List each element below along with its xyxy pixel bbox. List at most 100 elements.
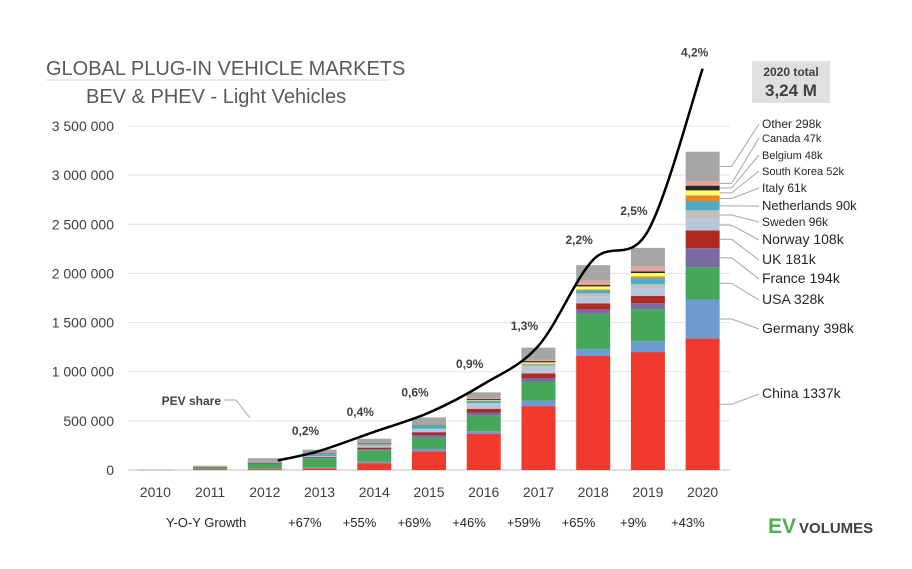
legend-entry: Belgium 48k bbox=[762, 150, 823, 162]
bar-segment-south-korea bbox=[576, 286, 611, 290]
bar-segment-south-korea bbox=[630, 273, 665, 277]
bar-segment-china bbox=[630, 352, 665, 470]
bar-segment-china bbox=[357, 463, 392, 470]
bar-segment-canada bbox=[630, 266, 665, 272]
x-tick-label: 2019 bbox=[632, 484, 663, 500]
bar-segment-netherlands bbox=[630, 278, 665, 285]
x-tick-label: 2012 bbox=[249, 484, 280, 500]
pev-share-curve bbox=[277, 68, 704, 462]
bar-segment-other bbox=[247, 458, 282, 462]
bar-segment-usa bbox=[630, 309, 665, 342]
bar-segment-netherlands bbox=[412, 424, 446, 429]
bar-segment-other bbox=[576, 265, 611, 281]
bar-segment-germany bbox=[576, 349, 611, 356]
bar-segment-other bbox=[412, 417, 446, 424]
legend-entry: China 1337k bbox=[762, 385, 842, 401]
growth-value: +67% bbox=[288, 515, 322, 530]
bar-segment-italy bbox=[685, 195, 720, 202]
bar-segment-china bbox=[685, 338, 720, 470]
bar-segment-china bbox=[247, 469, 282, 470]
y-tick-label: 2 000 000 bbox=[52, 265, 114, 281]
legend-entry: South Korea 52k bbox=[762, 166, 844, 178]
pev-share-value: 0,6% bbox=[401, 386, 429, 400]
bar-segment-germany bbox=[412, 448, 446, 452]
bar-segment-netherlands bbox=[685, 201, 720, 211]
bar-segment-usa bbox=[412, 437, 446, 449]
bar-segment-uk bbox=[466, 408, 501, 413]
legend-entry: France 194k bbox=[762, 270, 841, 286]
legend-leader bbox=[719, 170, 760, 194]
legend-leader bbox=[719, 393, 760, 405]
bar-segment-usa bbox=[193, 467, 228, 469]
bar-segment-south-korea bbox=[466, 399, 501, 401]
legend-leader bbox=[719, 154, 760, 189]
bar-segment-italy bbox=[576, 289, 611, 291]
bar-segment-usa bbox=[466, 415, 501, 432]
x-tick-label: 2014 bbox=[359, 484, 390, 500]
bar-segment-germany bbox=[193, 468, 228, 470]
bar-segment-belgium bbox=[576, 285, 611, 287]
growth-value: +43% bbox=[671, 515, 705, 530]
legend-entry: Italy 61k bbox=[762, 181, 808, 195]
legend-leader bbox=[719, 318, 760, 330]
chart-title: GLOBAL PLUG-IN VEHICLE MARKETS bbox=[46, 58, 405, 80]
legend-entry: Norway 108k bbox=[762, 231, 845, 247]
bar-segment-china bbox=[412, 451, 446, 470]
bar-segment-netherlands bbox=[302, 453, 337, 457]
bar-segment-france bbox=[630, 303, 665, 310]
brand-logo: EV VOLUMES bbox=[768, 515, 873, 539]
stacked-bars bbox=[138, 151, 720, 471]
bar-segment-norway bbox=[521, 367, 556, 374]
bar-segment-uk bbox=[302, 456, 337, 458]
pev-share-value: 0,2% bbox=[292, 424, 320, 438]
legend-entry: Sweden 96k bbox=[762, 215, 829, 229]
legend-entry: Canada 47k bbox=[762, 133, 822, 145]
y-axis-ticks: 0 500 000 1 000 000 1 500 000 2 000 000 2 500… bbox=[52, 118, 115, 478]
brand-volumes: VOLUMES bbox=[799, 520, 874, 537]
bar-segment-south-korea bbox=[521, 362, 556, 364]
bar-segment-uk bbox=[576, 303, 611, 310]
bar-segment-germany bbox=[466, 431, 501, 434]
bar-segment-netherlands bbox=[576, 290, 611, 294]
y-tick-label: 1 500 000 bbox=[52, 315, 114, 331]
legend-entry: UK 181k bbox=[762, 251, 817, 267]
bar-segment-china bbox=[302, 468, 337, 470]
bar-segment-usa bbox=[685, 267, 720, 300]
bar-segment-canada bbox=[193, 466, 228, 467]
bar-segment-sweden bbox=[576, 293, 611, 297]
bar-segment-sweden bbox=[412, 428, 446, 430]
bar-segment-other bbox=[521, 347, 556, 360]
growth-value: +59% bbox=[507, 515, 541, 530]
bar-segment-south-korea bbox=[685, 190, 720, 196]
bar-segment-netherlands bbox=[521, 364, 556, 366]
bar-segment-sweden bbox=[685, 210, 720, 220]
total-value: 3,24 M bbox=[765, 81, 817, 100]
y-tick-label: 0 bbox=[106, 462, 114, 478]
bar-segment-france bbox=[302, 457, 337, 459]
bar-segment-france bbox=[466, 412, 501, 416]
bar-segment-france bbox=[521, 378, 556, 382]
pev-share-line: 0,2% 0,4% 0,6% 0,9% 1,3% 2,2% 2,5% 4,2% PEV shar… bbox=[162, 46, 709, 462]
bar-segment-belgium bbox=[412, 423, 446, 425]
bar-segment-norway bbox=[412, 429, 446, 433]
bar-segment-germany bbox=[302, 467, 337, 469]
bar-segment-sweden bbox=[466, 403, 501, 405]
bar-segment-canada bbox=[412, 423, 446, 424]
bar-segment-uk bbox=[247, 462, 282, 464]
bar-segment-france bbox=[357, 449, 392, 451]
growth-row: Y-O-Y Growth +67% +55% +69% +46% +59% +65% +9%… bbox=[166, 515, 705, 530]
x-tick-label: 2020 bbox=[687, 484, 718, 500]
x-axis-ticks: 2010 2011 2012 2013 2014 2015 2016 2017 2018 2019… bbox=[140, 484, 719, 500]
pev-share-value: 4,2% bbox=[681, 46, 709, 60]
bar-segment-china bbox=[576, 355, 611, 470]
bar-segment-usa bbox=[576, 313, 611, 350]
bar-segment-uk bbox=[412, 432, 446, 436]
y-tick-label: 1 000 000 bbox=[52, 364, 114, 380]
bar-segment-canada bbox=[247, 461, 282, 462]
bar-segment-germany bbox=[247, 468, 282, 470]
x-tick-label: 2015 bbox=[413, 484, 444, 500]
bar-segment-canada bbox=[302, 453, 337, 454]
legend-leader bbox=[719, 257, 760, 280]
bar-segment-canada bbox=[576, 280, 611, 286]
bar-segment-sweden bbox=[630, 284, 665, 289]
